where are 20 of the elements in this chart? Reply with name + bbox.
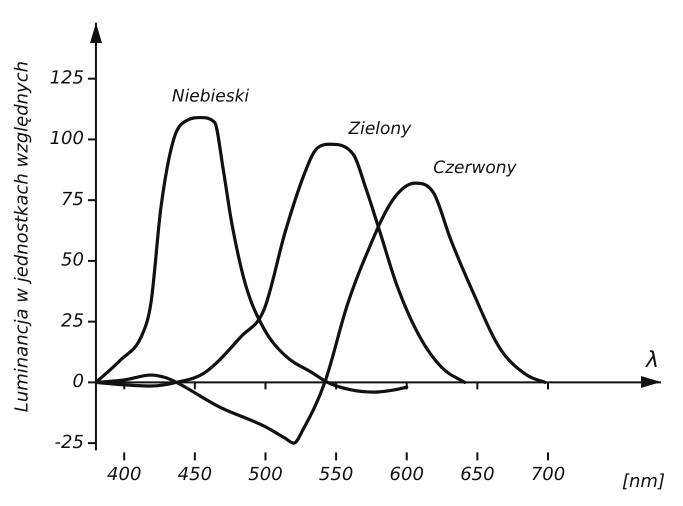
annotation: λ [644, 348, 659, 374]
y-tick-label: 0 [72, 371, 84, 392]
y-tick-label: 50 [61, 250, 84, 271]
x-axis-title: [nm] [622, 470, 665, 492]
y-tick-label: 100 [50, 128, 84, 150]
x-tick-label: 700 [530, 464, 566, 485]
series-label: Zielony [347, 119, 412, 140]
y-tick-label: 75 [61, 188, 84, 210]
y-tick-label: -25 [54, 432, 84, 453]
y-tick-label: 25 [61, 310, 84, 332]
series-label: Niebieski [172, 86, 250, 106]
series-label: Czerwony [433, 158, 518, 178]
y-axis-title: Luminancja w jednostkach względnych [11, 60, 32, 412]
x-tick-label: 650 [460, 464, 495, 485]
x-tick-label: 400 [107, 464, 142, 485]
x-tick-label: 600 [390, 464, 424, 485]
x-tick-label: 500 [248, 464, 283, 485]
x-tick-label: 550 [318, 464, 354, 485]
y-tick-label: 125 [50, 67, 84, 88]
x-tick-label: 450 [178, 464, 212, 485]
